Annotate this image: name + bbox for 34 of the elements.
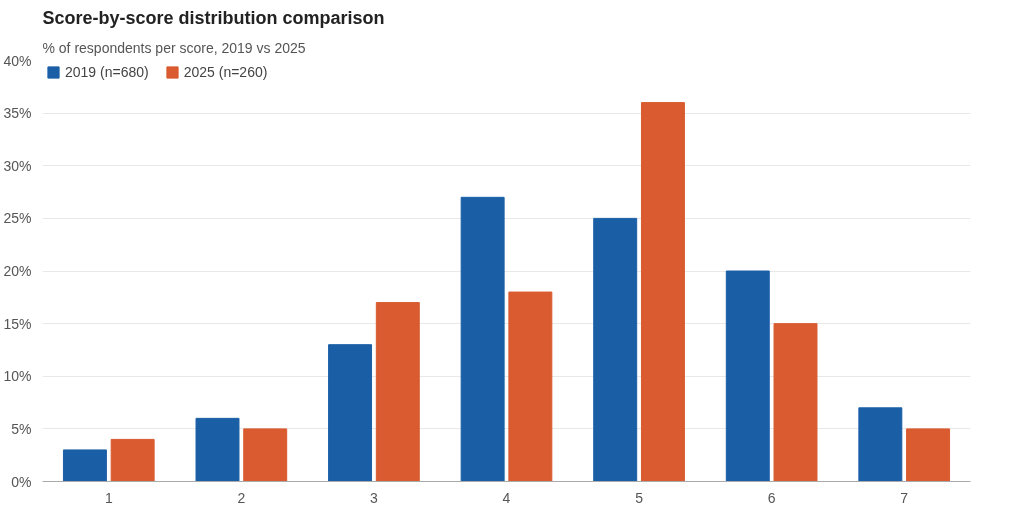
y-tick-label: 40% [3,52,32,69]
x-tick-label: 1 [104,489,113,506]
x-tick-label: 4 [502,489,511,506]
bar [243,428,288,482]
bar [328,344,373,482]
bar [508,291,553,482]
y-tick-label: 25% [3,210,32,227]
bar [906,428,951,482]
y-tick-label: 5% [11,420,32,437]
chart-title: Score-by-score distribution comparison [42,7,385,28]
chart-subtitle: % of respondents per score, 2019 vs 2025 [42,39,306,56]
x-tick-label: 6 [767,489,776,506]
bar [858,407,903,482]
y-tick-label: 10% [3,368,32,385]
bar [593,217,638,482]
bar [725,270,770,482]
y-tick-label: 15% [3,315,32,332]
bar [110,438,155,482]
x-tick-label: 7 [900,489,909,506]
legend-label: 2025 (n=260) [183,64,268,80]
legend-label: 2019 (n=680) [65,64,149,80]
bar [773,323,818,482]
bar [62,449,107,482]
y-tick-label: 30% [3,157,32,174]
bar [375,302,420,482]
x-tick-label: 5 [635,489,644,506]
x-tick-label: 3 [370,489,379,506]
y-tick-label: 0% [11,473,32,490]
bar [460,196,505,482]
bar [640,102,685,482]
y-tick-label: 35% [3,105,32,122]
y-tick-label: 20% [3,263,32,279]
x-tick-label: 2 [237,489,246,506]
bar [195,417,240,482]
